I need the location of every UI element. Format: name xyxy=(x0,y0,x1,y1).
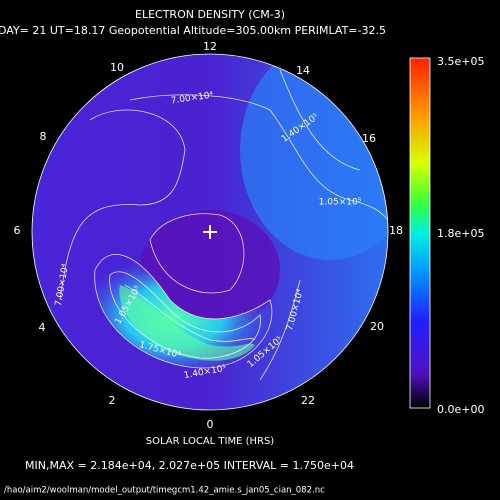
subtitle: DAY= 21 UT=18.17 Geopotential Altitude=3… xyxy=(0,24,386,37)
axis-label: SOLAR LOCAL TIME (HRS) xyxy=(146,436,275,447)
hour-label: 0 xyxy=(207,418,214,431)
hour-label: 18 xyxy=(389,224,403,237)
contour-label: 1.05×10⁵ xyxy=(319,198,362,208)
map-disk xyxy=(32,54,388,410)
hour-label: 16 xyxy=(362,132,376,145)
hour-label: 8 xyxy=(40,130,47,143)
colorbar-label: 0.0e+00 xyxy=(437,403,484,416)
hour-label: 10 xyxy=(110,61,124,74)
title: ELECTRON DENSITY (CM-3) xyxy=(135,8,285,21)
hour-label: 20 xyxy=(370,320,384,333)
file-path: /hao/aim2/woolman/model_output/timegcm1.… xyxy=(4,486,325,496)
colorbar-label: 1.8e+05 xyxy=(437,227,484,240)
hour-label: 14 xyxy=(296,64,310,77)
colorbar xyxy=(409,57,431,409)
hour-label: 6 xyxy=(14,224,21,237)
pole-marker xyxy=(203,225,217,239)
map-border xyxy=(31,53,389,411)
hour-label: 12 xyxy=(203,40,217,53)
minmax: MIN,MAX = 2.184e+04, 2.027e+05 INTERVAL … xyxy=(25,459,354,472)
hour-labels: 12 14 16 18 20 22 0 2 4 6 8 10 xyxy=(14,40,404,431)
hour-label: 2 xyxy=(109,394,116,407)
hour-label: 22 xyxy=(301,394,315,407)
colorbar-label: 3.5e+05 xyxy=(437,55,484,68)
hour-label: 4 xyxy=(39,321,46,334)
